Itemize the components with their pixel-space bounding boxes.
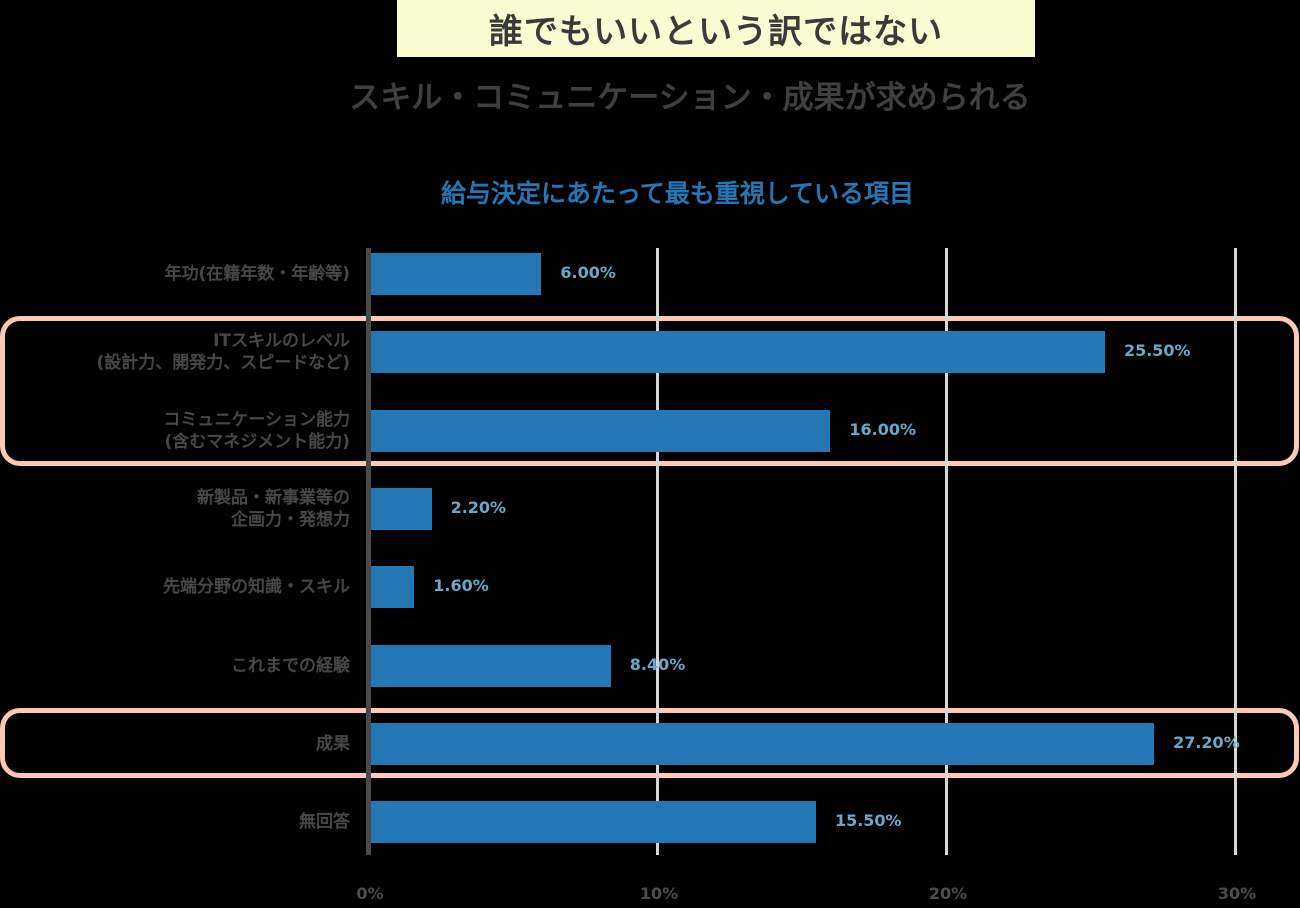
category-label: 無回答 — [299, 812, 350, 833]
headline: 誰でもいいという訳ではない — [488, 12, 944, 52]
y-axis-line — [366, 248, 371, 855]
bar-value-label: 6.00% — [560, 263, 616, 282]
x-tick-label: 0% — [356, 884, 384, 903]
category-label: 新製品・新事業等の 企画力・発想力 — [197, 487, 350, 530]
bar — [371, 331, 1105, 374]
category-label: コミュニケーション能力 (含むマネジメント能力) — [163, 409, 350, 452]
x-tick-label: 20% — [928, 884, 968, 903]
bar-value-label: 2.20% — [450, 497, 507, 517]
chart-title: 給与決定にあたって最も重視している項目 — [440, 179, 914, 208]
gridline-30 — [1234, 248, 1237, 855]
bar — [371, 409, 831, 452]
category-label: 成果 — [316, 733, 350, 754]
gridline-20 — [945, 248, 948, 855]
x-tick-label: 30% — [1217, 884, 1257, 903]
bar-value-label: 8.40% — [629, 654, 686, 674]
subheadline: スキル・コミュニケーション・成果が求められる — [349, 80, 1031, 116]
category-label: 年功(在籍年数・年齢等) — [164, 264, 350, 284]
bar — [371, 253, 542, 295]
highlight-box-results — [0, 708, 1299, 778]
headline-banner: 誰でもいいという訳ではない — [397, 0, 1035, 57]
bar-value-label: 1.60% — [433, 576, 489, 596]
highlight-box-skills-communication — [0, 316, 1299, 466]
bar-value-label: 15.50% — [834, 811, 902, 831]
bar — [371, 722, 1155, 765]
bar — [371, 487, 432, 530]
bar — [371, 644, 611, 687]
bar-value-label: 16.00% — [849, 419, 917, 439]
bar — [371, 566, 415, 609]
bar-value-label: 25.50% — [1123, 341, 1191, 361]
gridline-10 — [656, 248, 659, 855]
category-label: これまでの経験 — [231, 655, 350, 676]
bar-value-label: 27.20% — [1173, 732, 1240, 752]
bar — [371, 801, 816, 844]
x-tick-label: 10% — [639, 884, 679, 903]
category-label: ITスキルのレベル (設計力、開発力、スピードなど) — [96, 331, 350, 374]
category-label: 先端分野の知識・スキル — [163, 577, 350, 598]
